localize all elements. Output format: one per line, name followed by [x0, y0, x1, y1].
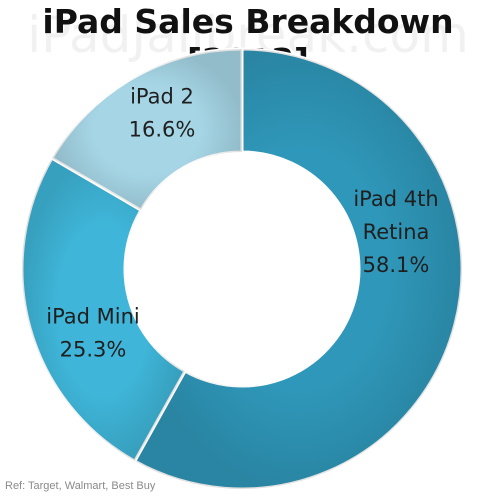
slice-label: iPad 4th Retina 58.1% [353, 187, 438, 277]
slice-name-label: iPad 2 [130, 85, 194, 109]
slice-value-label: 58.1% [363, 253, 430, 277]
source-note: Ref: Target, Walmart, Best Buy [5, 480, 156, 492]
donut-slices [20, 47, 464, 491]
slice-name-label: iPad 4th [353, 187, 438, 211]
slice-value-label: 16.6% [129, 118, 196, 142]
slice-value-label: 25.3% [60, 338, 127, 362]
slice-shading [51, 49, 243, 211]
slice-shading [134, 49, 462, 489]
slice-name-label: iPad Mini [46, 305, 140, 329]
slice-label: iPad Mini 25.3% [46, 305, 140, 362]
slice-label: iPad 2 16.6% [129, 85, 196, 142]
slice-name-label: Retina [363, 220, 430, 244]
slice-labels: iPad 4th Retina 58.1% iPad Mini 25.3% iPad 2 1… [46, 85, 438, 362]
slice-shading [21, 158, 185, 462]
